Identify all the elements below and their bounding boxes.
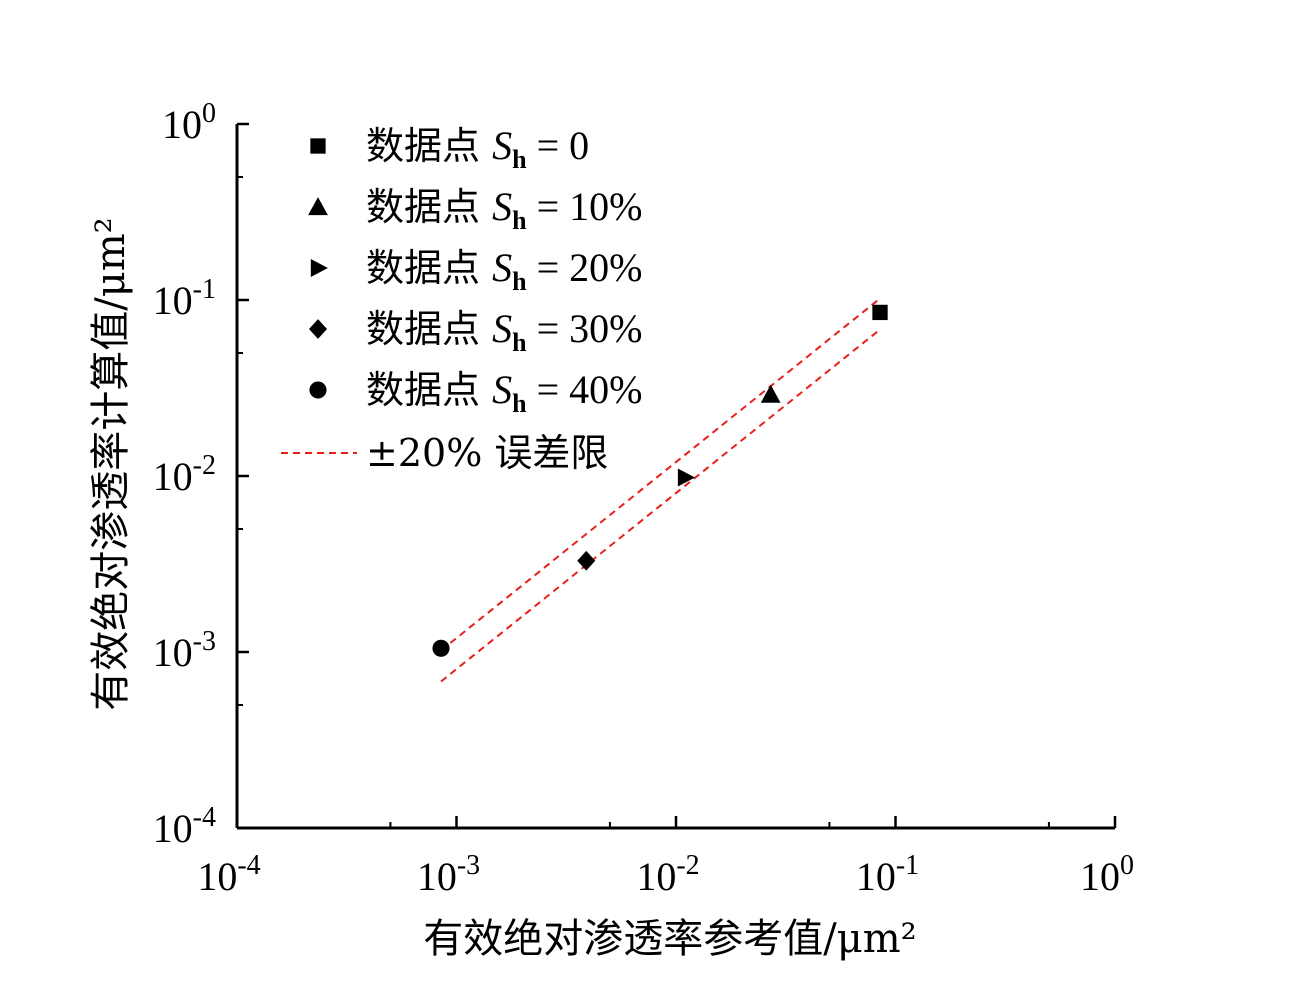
legend-entry: 数据点 Sh = 0 bbox=[366, 123, 589, 174]
legend-marker-diamond bbox=[309, 319, 327, 339]
data-point-circle bbox=[432, 639, 450, 657]
legend-entry: 数据点 Sh = 20% bbox=[366, 245, 642, 296]
legend-entry: 数据点 Sh = 10% bbox=[366, 184, 642, 235]
y-tick-label: 10-3 bbox=[153, 626, 216, 675]
legend-marker-triangle-right bbox=[310, 259, 328, 277]
legend-entry: 数据点 Sh = 40% bbox=[366, 367, 642, 418]
data-point-square bbox=[872, 304, 888, 321]
y-tick-label: 10-4 bbox=[153, 802, 216, 851]
x-tick-label: 10-2 bbox=[636, 850, 699, 899]
y-axis-label: 有效绝对渗透率计算值/μm² bbox=[88, 217, 134, 710]
data-point-triangle-up bbox=[760, 384, 781, 403]
x-tick-label: 10-1 bbox=[856, 850, 919, 899]
x-tick-label: 10-3 bbox=[417, 850, 480, 899]
data-point-diamond bbox=[577, 550, 596, 571]
y-tick-label: 10-1 bbox=[153, 274, 216, 323]
x-axis-label: 有效绝对渗透率参考值/μm² bbox=[423, 916, 916, 962]
error-band-upper bbox=[440, 297, 881, 652]
y-tick-label: 10-2 bbox=[153, 450, 216, 499]
error-band-lower bbox=[440, 328, 881, 683]
y-tick-label: 100 bbox=[162, 98, 216, 147]
x-tick-label: 10-4 bbox=[197, 850, 260, 899]
legend-entry: 数据点 Sh = 30% bbox=[366, 306, 642, 357]
legend-marker-circle bbox=[309, 381, 327, 399]
legend-marker-square bbox=[310, 138, 326, 154]
x-tick-label: 100 bbox=[1080, 850, 1134, 899]
data-point-triangle-right bbox=[677, 468, 695, 487]
legend-marker-triangle-up bbox=[308, 197, 328, 216]
legend-entry-error-band: ±20% 误差限 bbox=[366, 431, 608, 475]
